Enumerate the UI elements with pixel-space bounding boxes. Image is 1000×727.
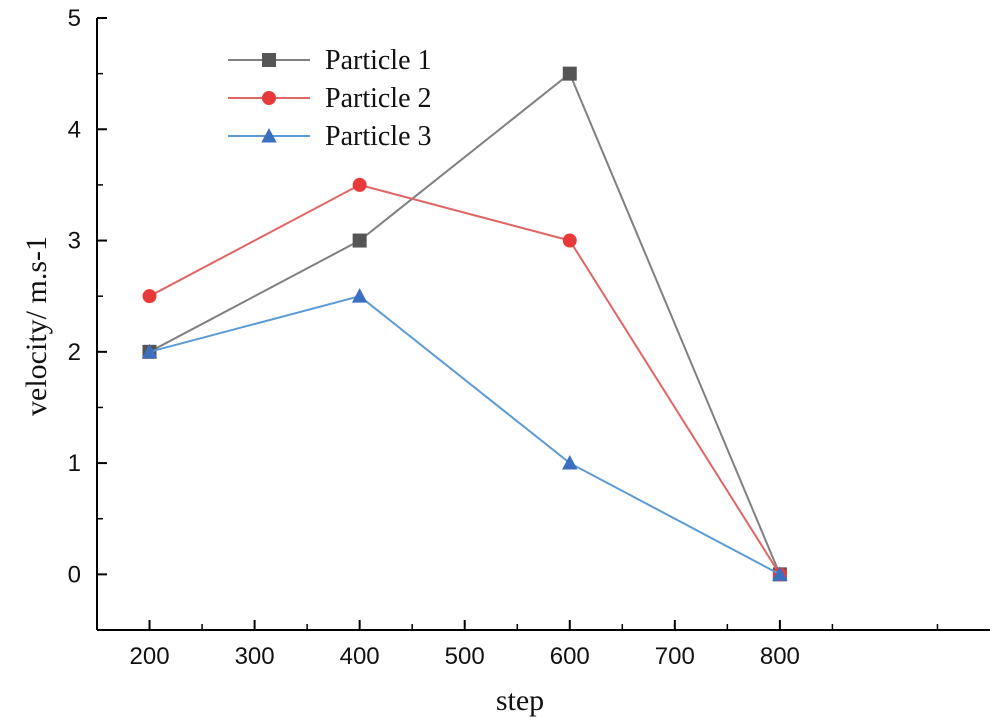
series-2 xyxy=(142,177,787,582)
series-line xyxy=(149,183,781,575)
x-axis-title: step xyxy=(496,684,544,717)
y-tick-label: 3 xyxy=(68,228,81,255)
series-3 xyxy=(141,288,788,581)
data-point xyxy=(562,233,577,248)
legend-marker xyxy=(262,91,276,105)
series-1 xyxy=(142,66,787,582)
x-tick-label: 200 xyxy=(130,643,170,670)
y-tick-label: 5 xyxy=(68,5,81,32)
y-tick-label: 0 xyxy=(68,561,81,588)
series-layer xyxy=(141,66,788,582)
x-tick-label: 400 xyxy=(340,643,380,670)
data-point xyxy=(351,288,368,303)
axes: 0 1 2 3 4 5 200 300 400 500 600 700 800 xyxy=(68,5,990,670)
data-point xyxy=(562,66,577,81)
legend-label: Particle 3 xyxy=(325,121,432,152)
legend-marker xyxy=(262,53,276,67)
legend-item: Particle 1 xyxy=(228,45,432,76)
y-tick-label: 2 xyxy=(68,339,81,366)
data-point xyxy=(142,289,157,304)
x-tick-label: 300 xyxy=(235,643,275,670)
series-line xyxy=(149,295,781,576)
x-tick-label: 700 xyxy=(655,643,695,670)
x-tick-label: 800 xyxy=(760,643,800,670)
x-tick-label: 500 xyxy=(445,643,485,670)
legend: Particle 1 Particle 2 Particle 3 xyxy=(228,45,432,152)
data-point xyxy=(352,233,367,248)
series-line xyxy=(149,72,781,575)
legend-marker xyxy=(261,127,277,143)
data-point xyxy=(562,455,578,470)
data-point xyxy=(772,566,788,581)
legend-label: Particle 2 xyxy=(325,83,432,114)
y-tick-label: 4 xyxy=(68,116,81,143)
legend-item: Particle 3 xyxy=(228,121,432,152)
y-axis-title: velocity/ m.s-1 xyxy=(20,236,53,416)
data-point xyxy=(141,343,158,359)
y-tick-label: 1 xyxy=(68,450,81,477)
data-point xyxy=(352,177,367,192)
legend-item: Particle 2 xyxy=(228,83,432,114)
legend-label: Particle 1 xyxy=(325,45,432,76)
x-tick-label: 600 xyxy=(550,643,590,670)
